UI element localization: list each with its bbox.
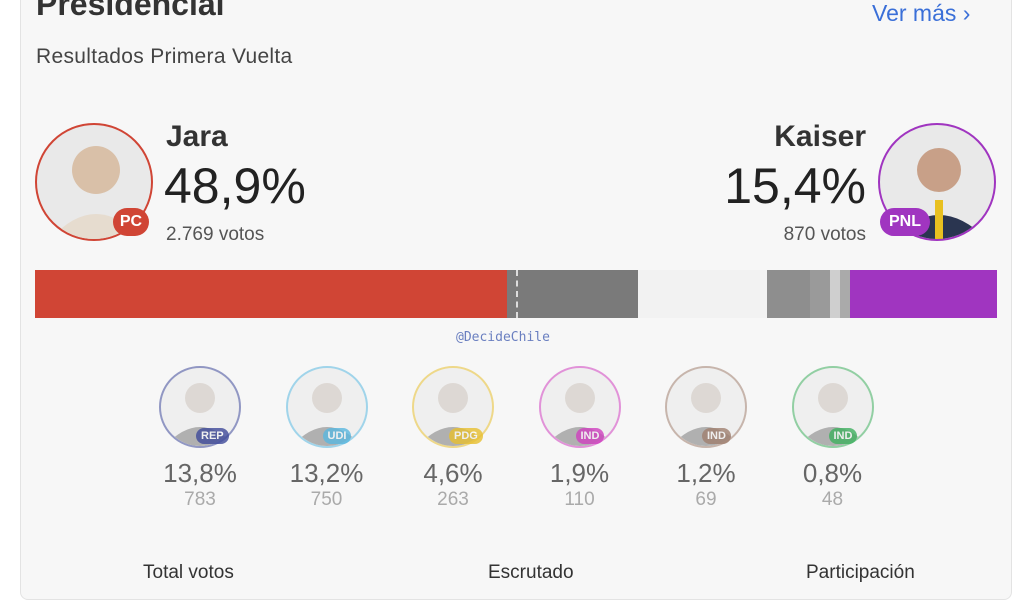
candidate-percent: 1,2% xyxy=(676,458,736,488)
scrutiny-label: Escrutado xyxy=(488,562,574,583)
candidate-percent: 4,6% xyxy=(423,458,483,488)
candidate-card[interactable]: IND 1,9% 110 xyxy=(530,366,630,511)
candidate-votes: 750 xyxy=(310,489,343,510)
bar-segment-right-other xyxy=(840,270,850,318)
bar-segment-kaiser xyxy=(850,270,997,318)
total-votes-label: Total votos xyxy=(143,562,234,583)
participation-label: Participación xyxy=(806,562,915,583)
candidate-card[interactable]: IND 0,8% 48 xyxy=(783,366,883,511)
bar-segment-left-others xyxy=(507,270,638,318)
candidate-card[interactable]: PDG 4,6% 263 xyxy=(403,366,503,511)
page-title: Presidencial xyxy=(36,0,225,22)
candidate-percent: 1,9% xyxy=(549,458,610,488)
candidate-card[interactable]: UDI 13,2% 750 xyxy=(277,366,377,511)
party-badge-pc: PC xyxy=(113,208,149,236)
bar-segment-right-other xyxy=(767,270,810,318)
results-bar xyxy=(35,270,997,318)
bar-segment-right-other xyxy=(810,270,830,318)
leader-left-percent: 48,9% xyxy=(164,158,306,214)
party-badge: IND xyxy=(575,428,605,444)
party-badge: REP xyxy=(196,428,229,444)
party-badge: IND xyxy=(702,428,731,444)
candidate-card[interactable]: REP 13,8% 783 xyxy=(150,366,250,511)
candidate-votes: 48 xyxy=(821,489,844,510)
candidate-percent: 13,8% xyxy=(163,458,237,488)
leader-left-votes: 2.769 votos xyxy=(166,224,265,245)
candidate-percent: 13,2% xyxy=(289,458,364,488)
candidate-percent: 0,8% xyxy=(802,458,863,488)
avatar-jara xyxy=(35,123,153,241)
candidate-votes: 69 xyxy=(695,489,717,510)
bar-segment-right-other xyxy=(830,270,840,318)
party-badge: IND xyxy=(828,428,858,444)
watermark: @DecideChile xyxy=(456,330,550,345)
leader-right-percent: 15,4% xyxy=(724,158,866,214)
party-badge-pnl: PNL xyxy=(880,208,930,236)
majority-line xyxy=(516,270,518,318)
candidate-votes: 263 xyxy=(437,489,469,510)
candidate-card[interactable]: IND 1,2% 69 xyxy=(656,366,756,511)
party-badge: PDG xyxy=(449,428,483,444)
party-badge: UDI xyxy=(322,428,352,444)
candidate-votes: 110 xyxy=(564,489,595,510)
leader-right-votes: 870 votos xyxy=(783,224,866,245)
subtitle: Resultados Primera Vuelta xyxy=(36,45,293,68)
bar-segment-jara xyxy=(35,270,507,318)
leader-left-name: Jara xyxy=(166,120,228,153)
bar-segment-pending xyxy=(638,270,767,318)
see-more-link[interactable]: Ver más › xyxy=(872,0,971,26)
leader-right-name: Kaiser xyxy=(774,120,866,153)
candidate-votes: 783 xyxy=(184,489,216,510)
